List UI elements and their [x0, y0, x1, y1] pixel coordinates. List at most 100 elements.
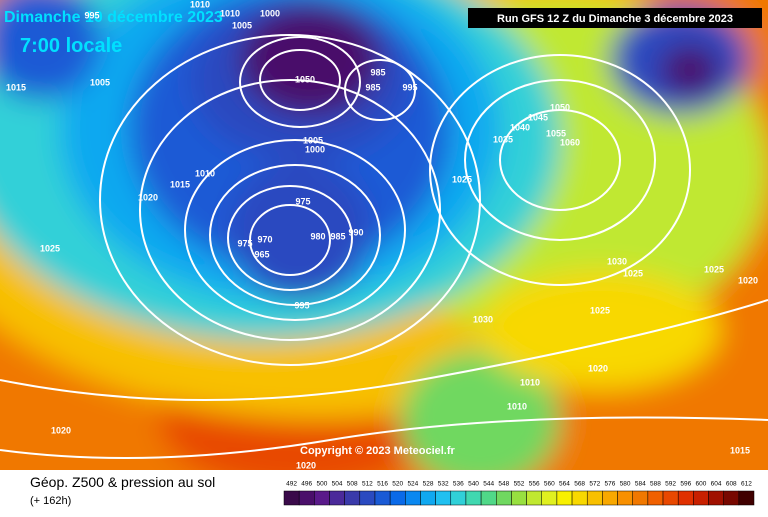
isobar-label: 1025 — [623, 268, 643, 278]
scale-label: 548 — [498, 481, 509, 488]
isobar-label: 1025 — [704, 264, 724, 274]
isobar-label: 975 — [295, 196, 310, 206]
isobar-label: 1025 — [40, 243, 60, 253]
copyright: Copyright © 2023 Meteociel.fr — [300, 445, 456, 457]
run-banner — [468, 8, 762, 28]
scale-label: 512 — [362, 481, 373, 488]
isobar-label: 1015 — [730, 445, 750, 455]
scale-swatch — [359, 490, 376, 506]
isobar-label: 995 — [84, 10, 99, 20]
isobar-label: 985 — [365, 82, 380, 92]
scale-swatch — [420, 490, 436, 506]
scale-swatch — [556, 490, 573, 506]
scale-label: 524 — [407, 481, 418, 488]
isobar-label: 1020 — [738, 275, 758, 285]
scale-swatch — [586, 490, 603, 506]
scale-label: 540 — [468, 481, 479, 488]
isobar-label: 1005 — [303, 135, 323, 145]
scale-swatch — [511, 490, 527, 506]
scale-label: 536 — [453, 481, 464, 488]
isobar-label: 990 — [348, 227, 363, 237]
scale-swatch — [526, 490, 542, 506]
scale-swatch — [617, 490, 633, 506]
isobar-label: 975 — [237, 238, 252, 248]
scale-swatch — [405, 490, 421, 506]
scale-label: 500 — [316, 481, 327, 488]
scale-label: 600 — [696, 481, 707, 488]
scale-label: 496 — [301, 481, 312, 488]
scale-label: 612 — [741, 481, 752, 488]
isobar-label: 1030 — [607, 256, 627, 266]
scale-label: 568 — [574, 481, 585, 488]
scale-swatch — [283, 490, 300, 506]
scale-swatch — [480, 490, 497, 506]
run-label: Run GFS 12 Z du Dimanche 3 décembre 2023 — [497, 13, 733, 25]
scale-swatch — [693, 490, 709, 506]
isobars — [0, 34, 768, 459]
scale-label: 504 — [332, 481, 343, 488]
isobar-label: 1010 — [507, 401, 527, 411]
isobar-label: 970 — [257, 234, 272, 244]
scale-label: 516 — [377, 481, 388, 488]
isobar-label: 1060 — [560, 137, 580, 147]
scale-label: 580 — [620, 481, 631, 488]
scale-label: 556 — [529, 481, 540, 488]
scale-swatch — [647, 490, 664, 506]
isobar-label: 995 — [294, 300, 309, 310]
scale-swatch — [374, 490, 391, 506]
isobar-label: 965 — [254, 249, 269, 259]
isobar-label: 1000 — [260, 8, 280, 18]
title: Dimanche 10 décembre 2023 — [4, 9, 223, 26]
scale-swatch — [541, 490, 558, 506]
scale-label: 604 — [711, 481, 722, 488]
scale-label: 564 — [559, 481, 570, 488]
scale-swatch — [298, 490, 315, 506]
scale-swatch — [496, 490, 512, 506]
isobar-label: 1030 — [473, 314, 493, 324]
isobar-label: 1010 — [220, 8, 240, 18]
scale-label: 560 — [544, 481, 555, 488]
scale-label: 532 — [438, 481, 449, 488]
isobar-label: 1000 — [305, 144, 325, 154]
scale-label: 596 — [680, 481, 691, 488]
isobar-label: 1055 — [546, 128, 566, 138]
scale-label: 552 — [514, 481, 525, 488]
scale-swatch — [662, 490, 679, 506]
isobar-label: 1015 — [170, 179, 190, 189]
isobar-label: 1010 — [520, 377, 540, 387]
time: 7:00 locale — [20, 35, 122, 57]
scale-label: 572 — [589, 481, 600, 488]
scale-label: 576 — [605, 481, 616, 488]
isobar-label: 1050 — [550, 102, 570, 112]
scale-swatch — [465, 490, 482, 506]
isobar-label: 1005 — [90, 77, 110, 87]
scale-swatch — [571, 490, 588, 506]
scale-swatch — [329, 490, 345, 506]
scale-swatch — [723, 490, 740, 506]
scale-swatch — [708, 490, 724, 506]
scale-label: 608 — [726, 481, 737, 488]
caption: Géop. Z500 & pression au sol — [30, 474, 215, 490]
scale-swatch — [602, 490, 618, 506]
scale-label: 544 — [483, 481, 494, 488]
forecast: (+ 162h) — [30, 495, 71, 507]
isobar-label: 1015 — [6, 82, 26, 92]
scale-label: 584 — [635, 481, 646, 488]
scale-label: 588 — [650, 481, 661, 488]
scale-swatch — [389, 490, 406, 506]
scale-swatch — [435, 490, 452, 506]
isobar-label: 1040 — [510, 122, 530, 132]
isobar-label: 985 — [370, 67, 385, 77]
isobar-label: 1045 — [528, 112, 548, 122]
scale-swatch — [738, 490, 755, 506]
scale-label: 508 — [347, 481, 358, 488]
isobar-label: 1035 — [493, 134, 513, 144]
isobar-label: 1025 — [452, 174, 472, 184]
scale-label: 520 — [392, 481, 403, 488]
isobar-label: 1025 — [590, 305, 610, 315]
scale-swatch — [450, 490, 467, 506]
isobar-label: 1020 — [296, 460, 316, 470]
isobar-label: 1020 — [138, 192, 158, 202]
